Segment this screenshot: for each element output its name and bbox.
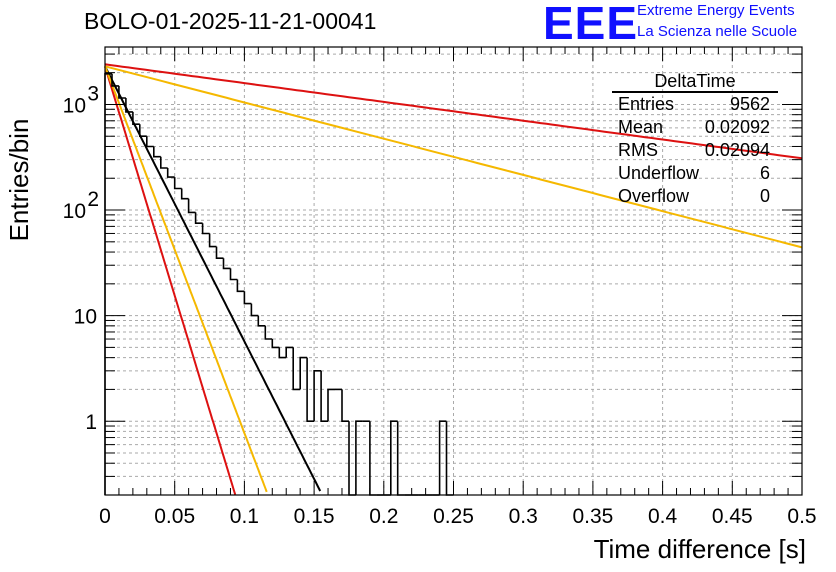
histogram-bin	[313, 370, 322, 422]
stats-value: 0	[759, 186, 770, 206]
curves	[104, 63, 803, 495]
histogram-bin	[292, 347, 301, 391]
histogram-bin	[166, 168, 175, 178]
histogram-bin	[355, 420, 363, 495]
histogram-bin	[390, 420, 398, 495]
histogram-bin	[111, 73, 119, 87]
chart-title: BOLO-01-2025-11-21-00041	[84, 8, 377, 34]
histogram-bin	[132, 111, 140, 125]
stats-label: Mean	[618, 117, 664, 137]
stats-row-rms: RMS 0.02094	[612, 139, 778, 162]
stats-value: 0.02092	[704, 117, 770, 137]
stats-box: DeltaTime Entries 9562 Mean 0.02092 RMS …	[612, 71, 778, 208]
histogram-bin	[201, 223, 210, 235]
stats-label: Underflow	[618, 163, 700, 183]
histogram-bin	[139, 124, 147, 137]
histogram-bin	[369, 421, 377, 496]
histogram-bin	[271, 339, 280, 349]
histogram-bin	[187, 198, 196, 214]
histogram-bin	[299, 356, 308, 390]
histogram-bin	[222, 258, 231, 270]
histogram-bin	[243, 291, 252, 305]
stats-row-overflow: Overflow 0	[612, 185, 778, 208]
histogram-bin	[160, 156, 168, 169]
eee-logo: EEE	[543, 0, 639, 49]
stats-row-mean: Mean 0.02092	[612, 116, 778, 139]
curve-red-shallow	[104, 63, 803, 160]
y-tick-label: 10	[63, 200, 86, 223]
histogram-bin	[264, 325, 273, 340]
stats-value: 6	[759, 163, 770, 183]
curve-red-steep	[104, 66, 237, 495]
x-tick-label: 0.15	[294, 505, 335, 528]
histogram-bin	[327, 388, 335, 422]
logo-line-2: La Scienza nelle Scuole	[637, 23, 798, 40]
histogram-bin	[236, 279, 245, 293]
stats-value: 0.02094	[704, 140, 770, 160]
x-tick-label: 0.35	[572, 505, 613, 528]
y-tick-label: 1	[85, 411, 97, 434]
histogram-bin	[146, 136, 154, 148]
stats-label: RMS	[618, 140, 658, 160]
stats-row-entries: Entries 9562	[612, 93, 778, 116]
histogram-bin	[229, 268, 238, 281]
histogram-bin	[396, 421, 405, 496]
histogram-bin	[306, 357, 315, 422]
curve-orange-shallow	[104, 65, 803, 249]
stats-box-title: DeltaTime	[612, 71, 778, 93]
histogram-bin	[173, 177, 182, 190]
histogram-bin	[348, 421, 356, 496]
x-tick-label: 0.25	[433, 505, 474, 528]
histogram-bin	[125, 98, 133, 113]
y-tick-exponent: 3	[87, 82, 99, 105]
x-tick-label: 0	[99, 505, 111, 528]
x-tick-label: 0.3	[509, 505, 538, 528]
x-tick-label: 0.4	[648, 505, 678, 528]
histogram-bin	[118, 85, 126, 99]
x-axis-label: Time difference [s]	[593, 534, 806, 564]
stats-row-underflow: Underflow 6	[612, 162, 778, 185]
curve-fit	[104, 65, 322, 492]
histogram-bin	[194, 212, 203, 224]
stats-label: Overflow	[618, 186, 690, 206]
curve-orange-steep	[104, 65, 268, 493]
x-tick-label: 0.45	[712, 505, 753, 528]
y-tick-label: 10	[63, 94, 86, 117]
logo-line-1: Extreme Energy Events	[637, 2, 795, 19]
histogram-bin	[208, 233, 217, 248]
x-tick-label: 0.5	[787, 505, 816, 528]
y-tick-label: 10	[74, 306, 97, 329]
x-tick-label: 0.1	[230, 505, 259, 528]
histogram-bin	[278, 347, 287, 359]
histogram-bin	[341, 389, 349, 422]
x-tick-label: 0.2	[369, 505, 398, 528]
histogram-bin	[445, 421, 454, 496]
histogram-bin	[180, 188, 189, 200]
histogram-bin	[153, 146, 161, 158]
stats-value: 9562	[729, 94, 770, 114]
histogram-bin	[320, 370, 328, 422]
histogram-bin	[285, 346, 294, 358]
y-axis-label: Entries/bin	[4, 118, 34, 242]
x-tick-label: 0.05	[154, 505, 195, 528]
histogram-bin	[215, 246, 224, 259]
stats-label: Entries	[618, 94, 675, 114]
x-tick-labels: 0 0.05 0.1 0.15 0.2 0.25 0.3 0.35 0.4 0.45 0.5	[99, 505, 816, 528]
histogram-bin	[257, 315, 266, 327]
histogram-bin	[250, 303, 259, 317]
axis-ticks	[104, 47, 803, 496]
histogram-bin	[438, 420, 447, 495]
y-tick-exponent: 2	[87, 188, 99, 211]
